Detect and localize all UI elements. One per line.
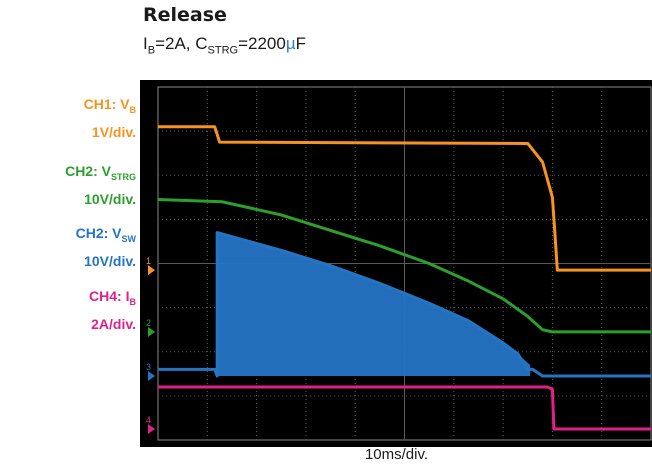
- oscilloscope-display: 1 2 3 4: [140, 80, 652, 447]
- legend-ch2-scale: 10V/div.: [84, 190, 136, 207]
- channel-4-marker-label: 4: [146, 415, 151, 425]
- subtitle-mu: µ: [285, 34, 296, 53]
- channel-4-marker: [148, 423, 155, 434]
- trace-ch4: [158, 385, 651, 431]
- chart-title: Release: [143, 4, 227, 26]
- trace-ch3: [158, 231, 651, 378]
- legend-ch3: CH2: VSW 10V/div.: [76, 222, 136, 272]
- legend-ch1-scale: 1V/div.: [91, 123, 136, 140]
- subtitle-i-sub: B: [147, 44, 156, 57]
- channel-3-marker: [148, 371, 155, 382]
- legend-ch1-sub: B: [129, 104, 137, 115]
- legend-ch1: CH1: VB 1V/div.: [84, 93, 136, 143]
- trace-ch1: [158, 125, 651, 272]
- legend-ch4: CH4: IB 2A/div.: [89, 285, 136, 335]
- channel-2-marker: [148, 326, 155, 337]
- x-axis-label: 10ms/div.: [364, 446, 429, 463]
- legend-ch1-name: CH1: VB: [84, 93, 136, 121]
- subtitle-c-sub: STRG: [207, 44, 239, 57]
- channel-2-marker-label: 2: [146, 318, 151, 328]
- legend-ch3-main: CH2: V: [75, 225, 122, 241]
- legend-ch1-main: CH1: V: [83, 96, 130, 112]
- subtitle-cap: =2200: [238, 34, 286, 53]
- subtitle-i: I: [143, 34, 148, 53]
- legend-ch3-name: CH2: VSW: [76, 222, 136, 250]
- legend-ch2-name: CH2: VSTRG: [65, 160, 136, 188]
- channel-3-marker-label: 3: [146, 362, 151, 372]
- legend-ch3-sub: SW: [121, 233, 137, 244]
- channel-1-marker-label: 1: [146, 256, 151, 266]
- chart-subtitle: IB=2A, CSTRG=2200µF: [143, 34, 306, 56]
- legend-ch4-sub: B: [129, 296, 137, 307]
- legend-ch4-name: CH4: IB: [89, 285, 136, 313]
- legend-ch4-main: CH4: I: [89, 288, 130, 304]
- subtitle-unit: F: [295, 34, 307, 53]
- subtitle-mid: =2A, C: [155, 34, 208, 53]
- scope-plot: 1 2 3 4: [146, 86, 652, 441]
- vsw-switching-band: [217, 232, 531, 377]
- legend-ch2-main: CH2: V: [65, 163, 111, 179]
- legend-ch3-scale: 10V/div.: [84, 252, 136, 269]
- channel-1-marker: [148, 265, 155, 276]
- trace-ch2: [157, 198, 651, 334]
- legend-ch2: CH2: VSTRG 10V/div.: [65, 160, 136, 210]
- legend-ch4-scale: 2A/div.: [91, 315, 136, 332]
- legend-ch2-sub: STRG: [110, 171, 136, 182]
